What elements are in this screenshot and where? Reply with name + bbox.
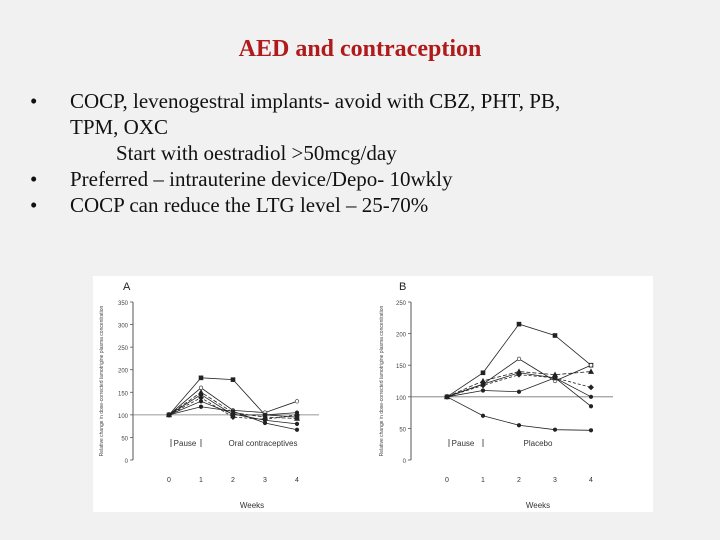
series-line (446, 371, 592, 398)
bullet-text: Preferred – intrauterine device/Depo- 10… (70, 167, 453, 191)
bullet-list: • COCP, levenogestral implants- avoid wi… (26, 88, 696, 218)
x-tick-label: 4 (295, 477, 299, 484)
phase-label: Oral contraceptives (229, 439, 298, 448)
y-tick-label: 150 (118, 391, 129, 397)
y-tick-label: 200 (396, 333, 407, 339)
y-tick-label: 100 (396, 396, 407, 402)
data-point (516, 423, 522, 428)
y-tick-label: 0 (125, 459, 129, 465)
x-tick-label: 0 (167, 477, 171, 484)
y-tick-label: 250 (396, 301, 407, 307)
y-tick-label: 350 (118, 301, 129, 307)
x-tick-label: 1 (199, 477, 203, 484)
data-point (588, 404, 594, 409)
bullet-marker: • (30, 89, 38, 113)
data-point (516, 389, 522, 394)
data-point (166, 412, 172, 417)
y-tick-label: 50 (399, 427, 406, 433)
data-point (444, 394, 450, 399)
series-line (168, 397, 298, 420)
data-point (480, 382, 486, 389)
x-tick-label: 4 (589, 477, 593, 484)
data-point (294, 427, 300, 432)
data-point (552, 375, 558, 380)
bullet-item: • COCP can reduce the LTG level – 25-70% (26, 192, 696, 218)
x-tick-label: 2 (517, 477, 521, 484)
bullet-item: • Preferred – intrauterine device/Depo- … (26, 166, 696, 192)
data-point (198, 399, 204, 404)
y-tick-label: 300 (118, 324, 129, 330)
data-point (198, 375, 204, 381)
data-point (262, 420, 268, 426)
y-axis-label: Relative change in dose-corrected lamotr… (379, 305, 385, 456)
data-point (588, 394, 594, 399)
data-point (294, 411, 300, 418)
data-point (588, 363, 594, 368)
data-point (588, 428, 594, 433)
phase-label: Pause (452, 439, 475, 448)
data-point (516, 356, 522, 361)
x-tick-label: 1 (481, 477, 485, 484)
y-tick-label: 0 (403, 459, 407, 465)
sub-line: Start with oestradiol >50mcg/day (26, 140, 696, 166)
data-point (552, 427, 558, 432)
data-point (516, 321, 522, 327)
lamotrigine-figure: A 0 50 100 150 200 250 300 350 0 1 2 3 4 Weeks Relative… (93, 276, 653, 512)
x-axis-label: Weeks (526, 501, 550, 510)
data-point (587, 368, 595, 374)
bullet-marker: • (30, 167, 38, 191)
phase-label: Placebo (524, 439, 553, 448)
panel-letter: A (123, 281, 131, 293)
data-point (198, 404, 204, 409)
data-point (480, 388, 486, 393)
x-tick-label: 3 (553, 477, 557, 484)
y-tick-label: 250 (118, 346, 129, 352)
bullet-item: • COCP, levenogestral implants- avoid wi… (26, 88, 696, 140)
data-point (230, 414, 236, 421)
data-point (293, 415, 301, 421)
slide-title: AED and contraception (238, 36, 482, 62)
x-axis-label: Weeks (240, 501, 264, 510)
data-point (262, 412, 268, 417)
bullet-marker: • (30, 193, 38, 217)
y-tick-label: 200 (118, 369, 129, 375)
y-tick-label: 150 (396, 364, 407, 370)
y-tick-label: 100 (118, 414, 129, 420)
data-point (230, 377, 236, 382)
data-point (294, 399, 300, 404)
y-tick-label: 50 (121, 436, 128, 442)
y-axis-label: Relative change in dose-corrected lamotr… (99, 305, 105, 456)
data-point (198, 385, 204, 390)
phase-label: Pause (174, 439, 197, 448)
data-point (230, 409, 236, 414)
data-point (588, 384, 594, 391)
bullet-text: COCP, levenogestral implants- avoid with… (70, 89, 561, 113)
data-point (516, 371, 522, 378)
x-tick-label: 2 (231, 477, 235, 484)
data-point (552, 333, 558, 338)
bullet-text-continued: TPM, OXC (70, 115, 169, 139)
x-tick-label: 0 (445, 477, 449, 484)
data-point (294, 421, 300, 426)
bullet-text: COCP can reduce the LTG level – 25-70% (70, 193, 429, 217)
x-tick-label: 3 (263, 477, 267, 484)
sub-line-text: Start with oestradiol >50mcg/day (116, 141, 397, 165)
data-point (480, 370, 486, 376)
panel-letter: B (399, 281, 406, 293)
data-point (480, 413, 486, 418)
